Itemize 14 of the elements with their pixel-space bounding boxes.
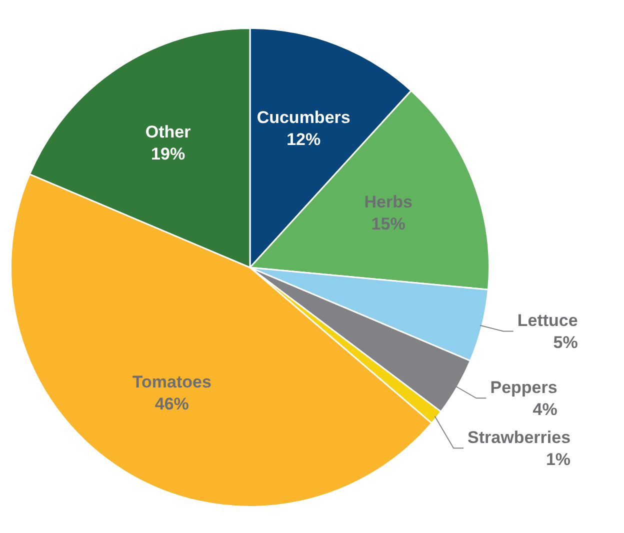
slice-label: Tomatoes xyxy=(132,372,212,392)
data-label: 19% xyxy=(151,144,186,164)
data-label: 12% xyxy=(286,130,321,149)
data-label: 4% xyxy=(532,400,558,419)
data-label: 15% xyxy=(371,214,406,234)
slice-label: Strawberries xyxy=(468,428,571,447)
data-label: 5% xyxy=(553,332,578,352)
slice-label: Other xyxy=(145,122,192,142)
data-label: 1% xyxy=(546,450,571,469)
slice-label: Cucumbers xyxy=(256,108,350,127)
data-label: 46% xyxy=(154,394,189,414)
slice-label: Lettuce xyxy=(517,310,578,330)
slice-label: Peppers xyxy=(490,378,558,397)
slice-label: Herbs xyxy=(364,192,412,212)
